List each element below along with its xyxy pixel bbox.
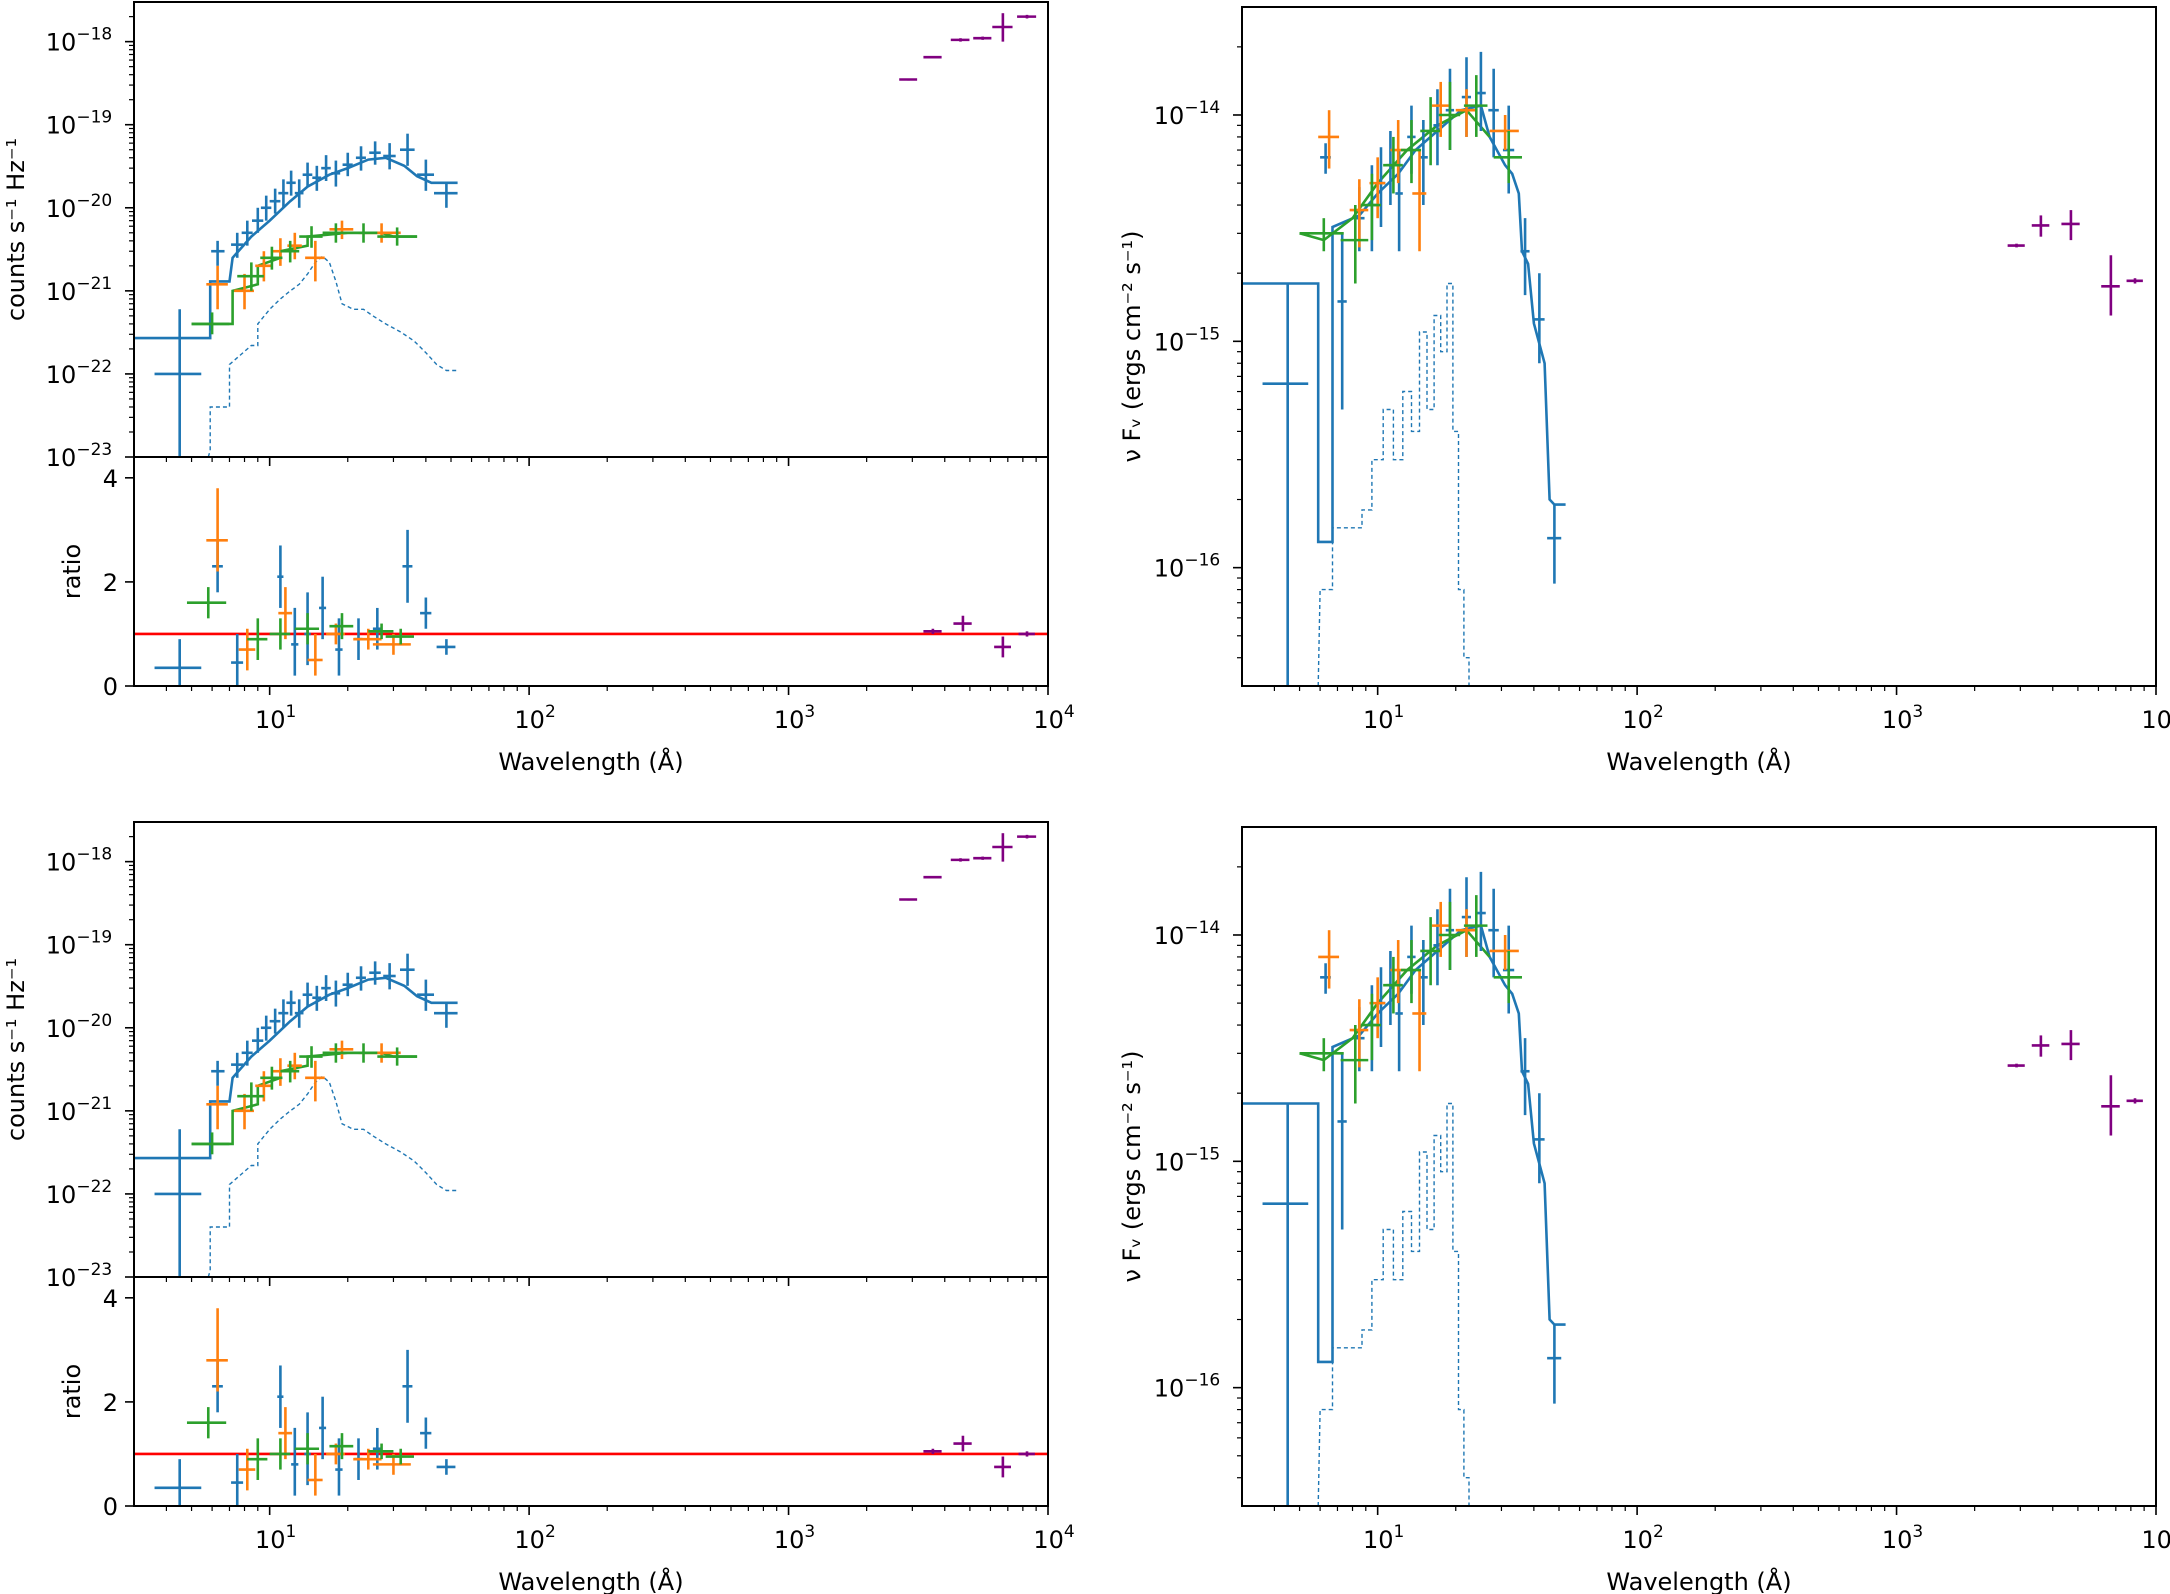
plot-area — [134, 13, 1037, 457]
model-component-dashed-line — [1317, 282, 1470, 686]
x-tick-label: 103 — [774, 702, 815, 734]
series-mos2 — [186, 1407, 414, 1480]
series-mos2 — [1299, 75, 1522, 284]
x-axis-label: Wavelength (Å) — [1606, 1567, 1791, 1594]
panel-counts-bottom: 10−18 10−19 10−20 10−21 10−22 10−23 counts s⁻¹… — [2, 821, 1049, 1292]
plot-area — [1242, 51, 2143, 686]
y-axis-label: counts s⁻¹ Hz⁻¹ — [2, 138, 30, 321]
plot-area — [1242, 871, 2143, 1506]
y-tick-label: 10−15 — [1154, 324, 1220, 356]
x-axis-label: Wavelength (Å) — [498, 1567, 683, 1594]
y-tick-label: 10−22 — [46, 357, 112, 389]
y-tick-label: 10−14 — [1154, 98, 1220, 130]
panel-flux-bottom: 101 102 103 104 10−14 10−15 10−16 Wavelength (Å… — [1118, 826, 2170, 1594]
panel-flux-top: 101 102 103 104 10−14 10−15 10−16 Wavelength (Å… — [1118, 6, 2170, 776]
axes-frame — [133, 1276, 1049, 1507]
y-tick-label: 10−16 — [1154, 551, 1220, 583]
y-tick-label: 10−18 — [46, 845, 112, 877]
y-tick-label: 10−19 — [46, 928, 112, 960]
y-tick-label: 10−14 — [1154, 918, 1220, 950]
x-tick-label: 101 — [1363, 1522, 1404, 1554]
y-tick-label: 10−23 — [46, 440, 112, 472]
axes-frame — [1241, 6, 2157, 687]
x-tick-label: 101 — [1363, 702, 1404, 734]
x-tick-label: 102 — [514, 1522, 555, 1554]
series-mos2 — [1299, 895, 1522, 1104]
y-tick-label: 4 — [103, 465, 118, 493]
y-tick-label: 0 — [103, 1493, 118, 1521]
series-pn — [154, 953, 458, 1277]
x-tick-label: 104 — [2141, 702, 2170, 734]
plot-area — [134, 488, 1048, 686]
x-tick-label: 102 — [514, 702, 555, 734]
model-component-dashed-line — [1317, 1102, 1470, 1506]
axes-frame — [133, 1, 1049, 458]
panel-ratio-bottom: 101 102 103 104 0 2 4 Wavelength (Å) ratio — [58, 1276, 1075, 1594]
model-step-line — [134, 976, 458, 1160]
series-mos2 — [191, 223, 418, 335]
series-mos2 — [186, 587, 414, 660]
x-tick-label: 103 — [774, 1522, 815, 1554]
series-om — [2007, 210, 2143, 316]
series-mos1 — [1318, 81, 1519, 252]
y-tick-label: 10−16 — [1154, 1371, 1220, 1403]
x-tick-label: 103 — [1882, 1522, 1923, 1554]
series-om — [923, 615, 1035, 658]
axes-frame — [133, 456, 1049, 687]
x-tick-label: 104 — [2141, 1522, 2170, 1554]
series-pn — [154, 1349, 456, 1506]
y-tick-label: 10−21 — [46, 274, 112, 306]
y-axis-label: counts s⁻¹ Hz⁻¹ — [2, 958, 30, 1141]
series-om — [2007, 1030, 2143, 1136]
series-om — [899, 13, 1037, 81]
model-component-dashed-line — [207, 1075, 458, 1277]
y-axis-label: ratio — [58, 1364, 86, 1419]
x-axis-label: Wavelength (Å) — [1606, 747, 1791, 776]
series-pn — [154, 529, 456, 686]
x-tick-label: 103 — [1882, 702, 1923, 734]
x-tick-label: 102 — [1622, 1522, 1663, 1554]
y-tick-label: 0 — [103, 673, 118, 701]
panel-counts-top: 10−18 10−19 10−20 10−21 10−22 10−23 counts s⁻¹… — [2, 1, 1049, 472]
series-om — [923, 1435, 1035, 1478]
plot-area — [134, 1308, 1048, 1506]
series-om — [899, 833, 1037, 901]
plot-area — [134, 833, 1037, 1277]
x-tick-label: 101 — [255, 1522, 296, 1554]
y-tick-label: 10−15 — [1154, 1144, 1220, 1176]
y-tick-label: 10−19 — [46, 108, 112, 140]
x-axis-label: Wavelength (Å) — [498, 747, 683, 776]
y-axis-label: ratio — [58, 544, 86, 599]
model-step-line — [1242, 924, 1566, 1364]
panel-ratio-top: 101 102 103 104 0 2 4 Wavelength (Å) ratio — [58, 456, 1075, 776]
model-component-dashed-line — [207, 255, 458, 457]
y-axis-label: ν Fᵥ (ergs cm⁻² s⁻¹) — [1118, 230, 1146, 462]
y-tick-label: 2 — [103, 569, 118, 597]
y-tick-label: 10−21 — [46, 1094, 112, 1126]
axes-frame — [133, 821, 1049, 1278]
axes-frame — [1241, 826, 2157, 1507]
y-tick-label: 10−22 — [46, 1177, 112, 1209]
y-tick-label: 10−20 — [46, 1011, 112, 1043]
y-tick-label: 10−23 — [46, 1260, 112, 1292]
y-tick-label: 4 — [103, 1285, 118, 1313]
y-tick-label: 10−18 — [46, 25, 112, 57]
series-pn — [154, 133, 458, 457]
y-tick-label: 2 — [103, 1389, 118, 1417]
x-tick-label: 104 — [1033, 1522, 1074, 1554]
y-tick-label: 10−20 — [46, 191, 112, 223]
y-axis-label: ν Fᵥ (ergs cm⁻² s⁻¹) — [1118, 1050, 1146, 1282]
x-tick-label: 102 — [1622, 702, 1663, 734]
series-mos1 — [1318, 901, 1519, 1072]
x-tick-label: 104 — [1033, 702, 1074, 734]
series-mos2 — [191, 1043, 418, 1155]
model-step-line — [134, 156, 458, 340]
series-pn — [1262, 51, 1562, 686]
x-tick-label: 101 — [255, 702, 296, 734]
model-step-line — [1242, 104, 1566, 544]
